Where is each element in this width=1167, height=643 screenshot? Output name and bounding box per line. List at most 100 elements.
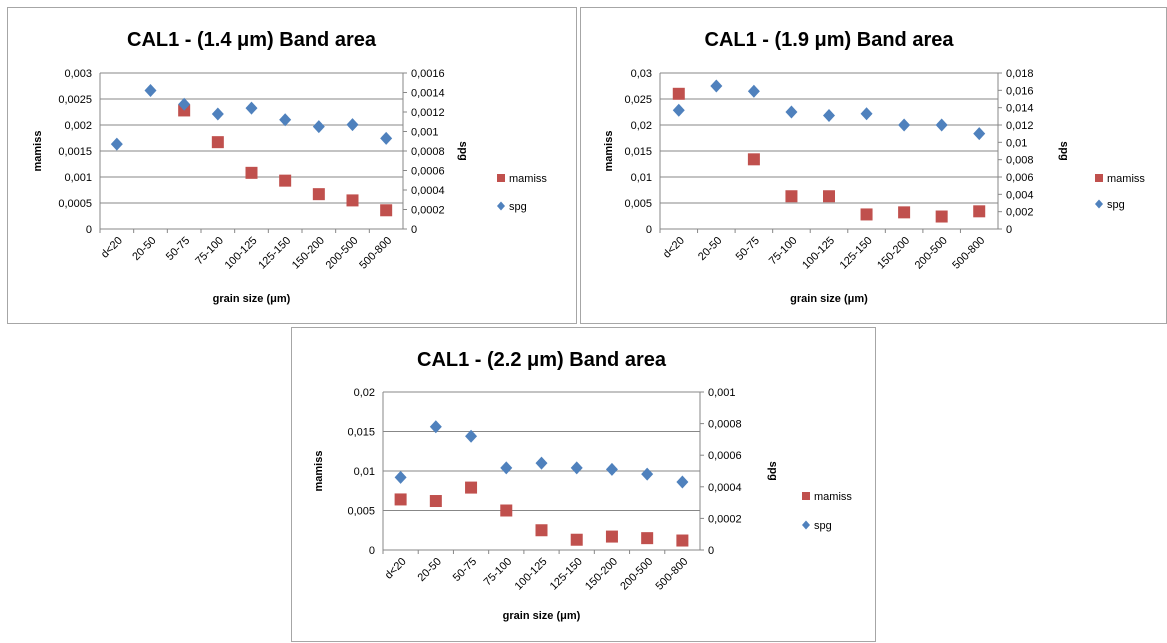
mamiss-point <box>380 204 393 217</box>
mamiss-point <box>973 205 986 218</box>
spg-point <box>429 420 442 434</box>
x-axis-label: grain size (μm) <box>790 293 868 305</box>
chart-title: CAL1 - (2.2 μm) Band area <box>417 349 667 371</box>
x-tick-label: 125-150 <box>256 235 293 272</box>
y-tick-label: 0,015 <box>624 146 652 158</box>
mamiss-point <box>535 524 548 537</box>
spg-point <box>935 118 948 132</box>
y2-tick-label: 0,0012 <box>411 107 445 119</box>
chart-1-svg: CAL1 - (1.4 μm) Band area 0 0,0005 0,001 0,0… <box>32 29 547 305</box>
chart-panel-3: CAL1 - (2.2 μm) Band area 0 0,005 0,01 0,015… <box>291 327 876 642</box>
x-tick-label: 50-75 <box>451 556 479 584</box>
mamiss-point <box>500 504 513 517</box>
mamiss-point <box>245 166 258 179</box>
y-tick-label: 0,005 <box>347 506 375 518</box>
y2-tick-label: 0,018 <box>1006 68 1034 80</box>
x-tick-label: d<20 <box>99 235 125 261</box>
mamiss-point <box>465 481 478 494</box>
y2-tick-label: 0,0008 <box>411 146 445 158</box>
chart-3-svg: CAL1 - (2.2 μm) Band area 0 0,005 0,01 0,015… <box>313 349 852 622</box>
mamiss-point <box>676 534 689 547</box>
y2-tick-label: 0,0006 <box>411 166 445 178</box>
y2-tick-label: 0,0006 <box>708 450 742 462</box>
mamiss-point <box>898 206 911 219</box>
spg-point <box>465 429 478 443</box>
spg-point <box>178 97 191 111</box>
y-tick-label: 0 <box>86 224 92 236</box>
x-tick-label: 75-100 <box>193 235 226 268</box>
mamiss-point <box>823 190 835 203</box>
x-tick-label: 150-200 <box>583 556 620 593</box>
x-axis-label: grain size (μm) <box>503 610 581 622</box>
y-tick-label: 0 <box>369 545 375 557</box>
y2-tick-label: 0 <box>411 224 417 236</box>
legend-marker-mamiss <box>802 492 810 500</box>
legend-marker-spg <box>1095 199 1103 209</box>
spg-point <box>973 127 986 141</box>
spg-point <box>380 131 393 145</box>
x-tick-label: 20-50 <box>130 235 158 263</box>
legend-label-mamiss: mamiss <box>509 173 547 185</box>
spg-point <box>312 120 325 134</box>
spg-point <box>500 461 513 475</box>
legend-label-mamiss: mamiss <box>814 491 852 503</box>
x-tick-label: 50-75 <box>164 235 192 263</box>
spg-point <box>535 456 548 470</box>
y2-tick-label: 0,001 <box>411 127 439 139</box>
x-tick-label: 125-150 <box>548 556 585 593</box>
chart-title: CAL1 - (1.4 μm) Band area <box>127 29 377 51</box>
x-tick-label: d<20 <box>661 235 687 261</box>
y2-axis-label: spg <box>457 141 469 161</box>
x-tick-label: 125-150 <box>838 235 875 272</box>
y2-tick-label: 0 <box>708 545 714 557</box>
chart-panel-1: CAL1 - (1.4 μm) Band area 0 0,0005 0,001 0,0… <box>7 7 577 324</box>
y2-tick-label: 0 <box>1006 224 1012 236</box>
x-tick-label: 150-200 <box>290 235 327 272</box>
spg-point <box>110 137 123 151</box>
x-tick-label: d<20 <box>383 556 409 582</box>
spg-point <box>570 461 583 475</box>
legend-marker-spg <box>497 201 505 211</box>
y-tick-label: 0,0005 <box>58 198 92 210</box>
spg-point <box>785 105 798 119</box>
legend-label-spg: spg <box>1107 199 1125 211</box>
y2-axis-label: spg <box>767 461 779 481</box>
spg-point <box>394 470 407 484</box>
y-axis-label: mamiss <box>32 131 44 172</box>
mamiss-point <box>605 530 618 543</box>
spg-point <box>144 84 157 98</box>
x-tick-label: 100-125 <box>800 235 837 272</box>
chart-panel-2: CAL1 - (1.9 μm) Band area 0 0,005 0,01 0,015… <box>580 7 1167 324</box>
spg-point <box>747 84 760 98</box>
x-tick-label: 500-800 <box>653 556 690 593</box>
legend-label-spg: spg <box>509 201 527 213</box>
mamiss-point <box>211 136 224 149</box>
y2-tick-label: 0,0004 <box>411 185 445 197</box>
mamiss-point <box>641 532 654 545</box>
y-tick-label: 0,005 <box>624 198 652 210</box>
spg-point <box>279 113 292 127</box>
y-axis-label: mamiss <box>313 451 325 492</box>
mamiss-point <box>785 190 798 203</box>
x-tick-label: 500-800 <box>357 235 394 272</box>
spg-point <box>710 79 723 93</box>
y2-tick-label: 0,014 <box>1006 103 1034 115</box>
spg-point <box>641 467 654 481</box>
y-tick-label: 0,015 <box>347 427 375 439</box>
y-tick-label: 0 <box>646 224 652 236</box>
x-axis-label: grain size (μm) <box>213 293 291 305</box>
y2-tick-label: 0,006 <box>1006 172 1034 184</box>
x-tick-label: 20-50 <box>696 235 724 263</box>
spg-point <box>245 101 258 115</box>
mamiss-point <box>860 208 873 221</box>
x-tick-label: 20-50 <box>416 556 444 584</box>
chart-title: CAL1 - (1.9 μm) Band area <box>705 29 955 51</box>
legend-marker-spg <box>802 520 810 530</box>
y-axis-label: mamiss <box>603 131 615 172</box>
y2-tick-label: 0,004 <box>1006 189 1034 201</box>
mamiss-point <box>346 194 359 207</box>
y2-tick-label: 0,0016 <box>411 68 445 80</box>
mamiss-point <box>394 493 407 506</box>
y2-tick-label: 0,008 <box>1006 155 1034 167</box>
y2-tick-label: 0,0002 <box>708 513 742 525</box>
